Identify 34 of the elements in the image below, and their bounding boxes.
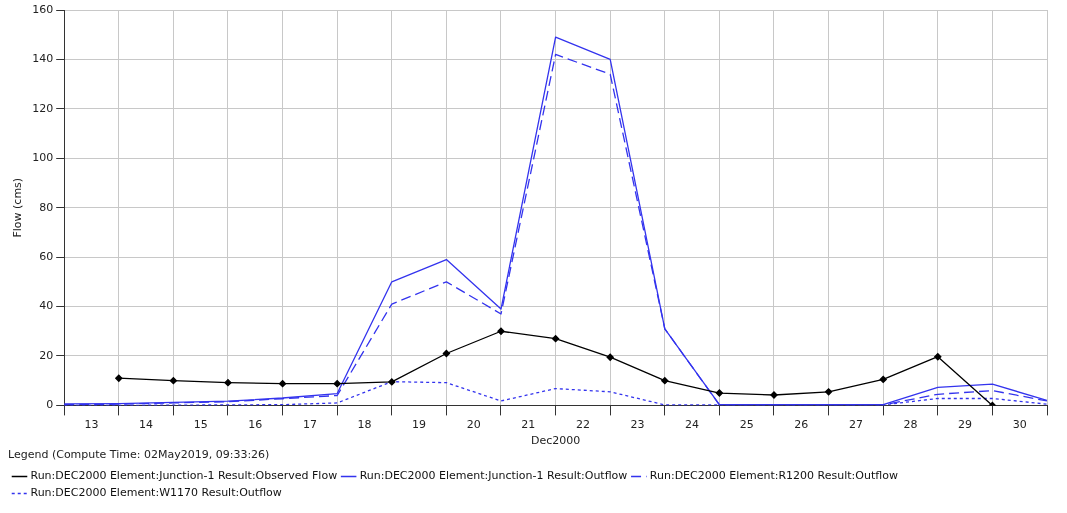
- x-tick-label: 15: [193, 417, 208, 431]
- legend-label: Run:DEC2000 Element:W1170 Result:Outflow: [30, 486, 282, 500]
- x-tick-label: 14: [139, 417, 154, 431]
- legend-label: Run:DEC2000 Element:R1200 Result:Outflow: [649, 469, 898, 483]
- x-tick-label: 18: [357, 417, 372, 431]
- y-tick-label: 0: [46, 398, 54, 412]
- y-tick-label: 160: [32, 2, 54, 16]
- legend-label: Run:DEC2000 Element:Junction-1 Result:Outflow: [359, 469, 628, 483]
- y-tick-label: 120: [32, 101, 54, 115]
- x-tick-label: 19: [412, 417, 427, 431]
- x-tick-label: 30: [1012, 417, 1027, 431]
- x-tick-label: 24: [685, 417, 700, 431]
- x-axis-title: Dec2000: [530, 434, 581, 448]
- x-tick-label: 13: [84, 417, 99, 431]
- y-axis-title: Flow (cms): [11, 177, 25, 238]
- x-tick-label: 27: [848, 417, 863, 431]
- x-tick-label: 29: [958, 417, 973, 431]
- y-tick-label: 60: [39, 249, 54, 263]
- legend-title: Legend (Compute Time: 02May2019, 09:33:26): [8, 448, 270, 462]
- x-tick-label: 28: [903, 417, 918, 431]
- x-tick-label: 20: [466, 417, 481, 431]
- x-tick-label: 16: [248, 417, 263, 431]
- x-tick-label: 25: [739, 417, 754, 431]
- x-tick-label: 23: [630, 417, 645, 431]
- x-tick-label: 26: [794, 417, 809, 431]
- y-tick-label: 140: [32, 52, 54, 66]
- y-tick-label: 80: [39, 200, 54, 214]
- y-tick-label: 40: [39, 299, 54, 313]
- legend-label: Run:DEC2000 Element:Junction-1 Result:Observed Flow: [30, 469, 338, 483]
- x-tick-label: 21: [521, 417, 536, 431]
- x-tick-label: 22: [575, 417, 590, 431]
- y-tick-label: 100: [32, 151, 54, 165]
- x-tick-label: 17: [302, 417, 317, 431]
- y-tick-label: 20: [39, 348, 54, 362]
